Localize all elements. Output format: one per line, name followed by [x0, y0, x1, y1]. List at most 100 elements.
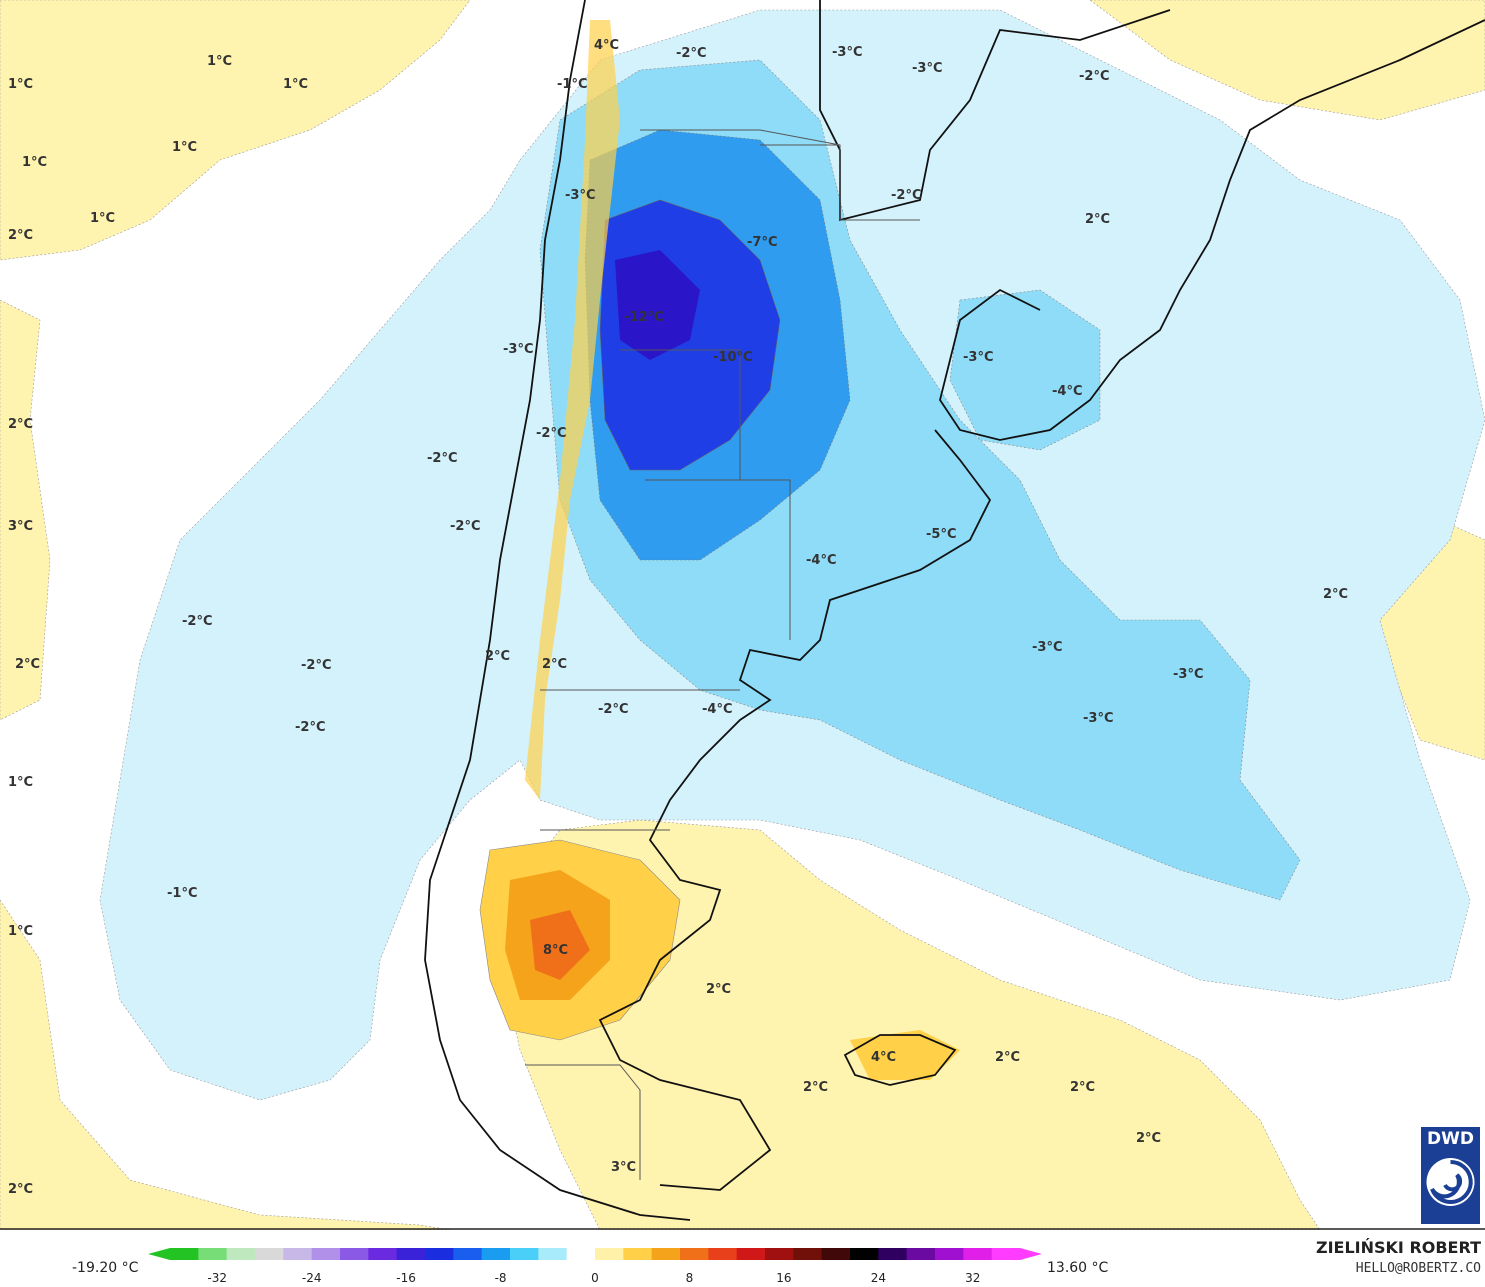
colorbar-cell	[935, 1248, 964, 1260]
map-label: 2°C	[15, 657, 40, 672]
map-label: -1°C	[167, 886, 197, 901]
map-label: 2°C	[1136, 1131, 1161, 1146]
map-label: 4°C	[594, 38, 619, 53]
colorbar-tick-label: 16	[776, 1271, 791, 1285]
map-label: 4°C	[871, 1050, 896, 1065]
map-label: -3°C	[963, 350, 993, 365]
map-label: -2°C	[1079, 69, 1109, 84]
map-label: -3°C	[503, 342, 533, 357]
map-label: 1°C	[172, 140, 197, 155]
colorbar-max-label: 13.60 °C	[1047, 1260, 1109, 1276]
colorbar-cell	[595, 1248, 624, 1260]
map-label: -2°C	[450, 519, 480, 534]
map-label: -2°C	[182, 614, 212, 629]
colorbar-cell	[481, 1248, 511, 1260]
colorbar: -32 -24 -16 -8 0 8 16 24 32	[148, 1248, 1042, 1285]
colorbar-cell	[538, 1248, 568, 1260]
colorbar-cell	[368, 1248, 398, 1260]
map-label: -12°C	[624, 310, 664, 325]
map-label: 8°C	[543, 943, 568, 958]
colorbar-cell	[425, 1248, 454, 1260]
colorbar-cell	[708, 1248, 738, 1260]
colorbar-max-arrow	[1020, 1248, 1042, 1260]
map-label: -4°C	[806, 553, 836, 568]
map-label: 2°C	[1085, 212, 1110, 227]
colorbar-cell	[736, 1248, 766, 1260]
colorbar-cell	[453, 1248, 483, 1260]
colorbar-cell	[198, 1248, 228, 1260]
colorbar-tick-label: -24	[302, 1271, 322, 1285]
colorbar-cell	[311, 1248, 341, 1260]
map-label: 2°C	[485, 649, 510, 664]
map-label: -3°C	[912, 61, 942, 76]
map-label: -1°C	[557, 77, 587, 92]
colorbar-cell	[566, 1248, 596, 1260]
map-label: 2°C	[1323, 587, 1348, 602]
colorbar-tick-label: 24	[871, 1271, 886, 1285]
map-label: 2°C	[995, 1050, 1020, 1065]
colorbar-cell	[226, 1248, 256, 1260]
map-label: -2°C	[676, 46, 706, 61]
coastlines-and-borders	[424, 0, 1485, 1221]
map-label: 1°C	[207, 54, 232, 69]
map-label: 2°C	[706, 982, 731, 997]
map-label: 1°C	[90, 211, 115, 226]
map-label: 2°C	[8, 1182, 33, 1197]
map-label: 3°C	[8, 519, 33, 534]
map-label: -2°C	[295, 720, 325, 735]
map-label: -3°C	[1083, 711, 1113, 726]
map-label: -2°C	[427, 451, 457, 466]
temperature-anomaly-map: 4°C -2°C -3°C -3°C -2°C 1°C 1°C -1°C 1°C…	[0, 0, 1485, 1230]
map-label: -7°C	[747, 235, 777, 250]
map-label: 1°C	[8, 77, 33, 92]
temperature-labels: 4°C -2°C -3°C -3°C -2°C 1°C 1°C -1°C 1°C…	[8, 38, 1348, 1197]
colorbar-cell	[651, 1248, 681, 1260]
colorbar-min-label: -19.20 °C	[72, 1260, 139, 1276]
map-label: -10°C	[713, 350, 753, 365]
map-label: 2°C	[8, 228, 33, 243]
colorbar-cell	[850, 1248, 879, 1260]
dwd-logo: DWD	[1421, 1127, 1480, 1224]
legend-footer: -19.20 °C -32 -24 -16 -8 0 8 16 24 32 13.60 °C Z…	[0, 1230, 1485, 1287]
colorbar-tick-label: 32	[965, 1271, 980, 1285]
map-label: -2°C	[891, 188, 921, 203]
colorbar-tick-label: -8	[495, 1271, 507, 1285]
colorbar-tick-label: -16	[396, 1271, 416, 1285]
map-label: -3°C	[565, 188, 595, 203]
map-label: -4°C	[1052, 384, 1082, 399]
map-label: -3°C	[1173, 667, 1203, 682]
patagonia-warm-core	[479, 839, 960, 1080]
map-label: -2°C	[598, 702, 628, 717]
map-label: 1°C	[8, 924, 33, 939]
colorbar-cell	[255, 1248, 284, 1260]
map-label: -3°C	[1032, 640, 1062, 655]
map-label: -2°C	[536, 426, 566, 441]
colorbar-cell	[821, 1248, 851, 1260]
colorbar-cell	[680, 1248, 709, 1260]
colorbar-cell	[396, 1248, 426, 1260]
map-label: -2°C	[301, 658, 331, 673]
map-label: -4°C	[702, 702, 732, 717]
dwd-swirl-icon	[1426, 1158, 1475, 1206]
colorbar-cell	[170, 1248, 199, 1260]
map-label: 2°C	[803, 1080, 828, 1095]
colorbar-cell	[510, 1248, 539, 1260]
map-label: 3°C	[611, 1160, 636, 1175]
colorbar-cell	[623, 1248, 653, 1260]
colorbar-cell	[906, 1248, 936, 1260]
author-name: ZIELIŃSKI ROBERT	[1315, 1238, 1481, 1257]
author-email: HELLO@ROBERTZ.CO	[1355, 1261, 1481, 1276]
colorbar-tick-label: 8	[686, 1271, 694, 1285]
colorbar-cell	[340, 1248, 369, 1260]
map-label: -3°C	[832, 45, 862, 60]
map-label: 1°C	[283, 77, 308, 92]
colorbar-tick-label: -32	[207, 1271, 227, 1285]
colorbar-tick-label: 0	[591, 1271, 599, 1285]
colorbar-cell	[991, 1248, 1021, 1260]
colorbar-cell	[963, 1248, 993, 1260]
colorbar-cell	[793, 1248, 823, 1260]
map-label: 2°C	[8, 417, 33, 432]
map-label: 2°C	[542, 657, 567, 672]
colorbar-cell	[878, 1248, 908, 1260]
colorbar-cell	[283, 1248, 313, 1260]
